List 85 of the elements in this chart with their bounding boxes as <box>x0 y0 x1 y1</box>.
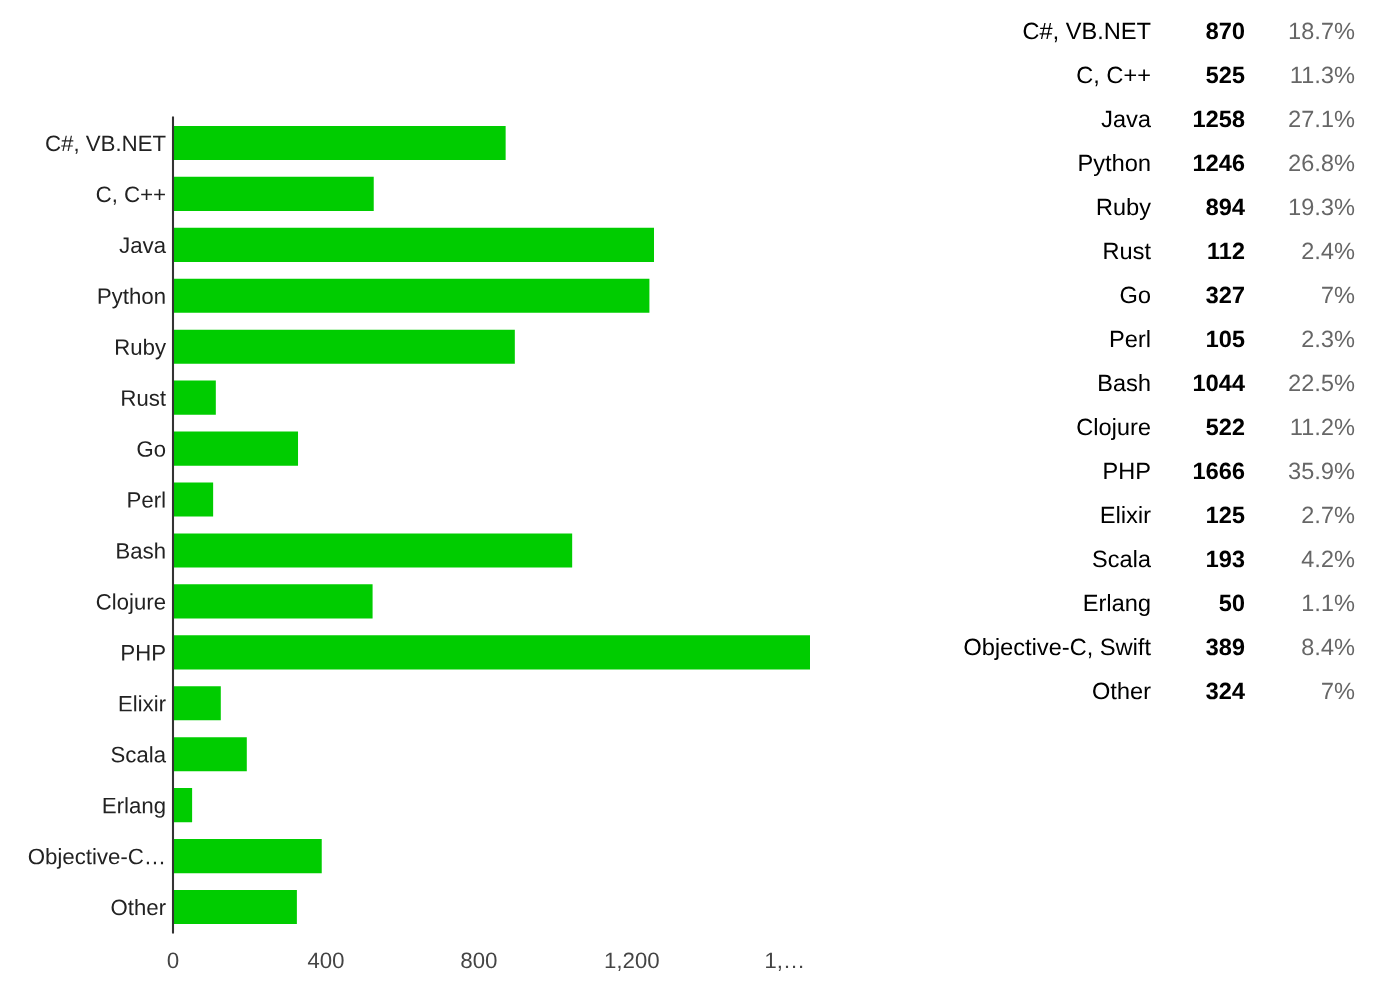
y-tick-label: Ruby <box>116 338 167 360</box>
bar <box>173 584 373 619</box>
bar <box>173 482 214 517</box>
category-label: PHP <box>1104 462 1150 480</box>
data-label: 1258 <box>1193 110 1245 128</box>
category-label: Ruby <box>1097 198 1151 220</box>
text: 7% <box>1322 286 1355 304</box>
text: 27.1% <box>1289 110 1355 128</box>
bar <box>173 889 297 925</box>
text: 7% <box>1322 682 1355 700</box>
data-label: 105 <box>1207 330 1245 348</box>
category-label: Objective-C, Swift <box>964 637 1151 660</box>
bar <box>173 329 515 364</box>
y-tick-label: C#, VB.NET <box>46 135 166 154</box>
text: 2.3% <box>1302 330 1355 348</box>
text: 22.5% <box>1289 374 1355 392</box>
text: 18.7% <box>1289 22 1355 40</box>
category-label: C#, VB.NET <box>1023 22 1151 43</box>
y-tick-label: Elixir <box>119 695 166 712</box>
category-label: Erlang <box>1084 593 1150 617</box>
y-tick-label: Java <box>119 237 167 254</box>
bar <box>173 533 573 568</box>
text: 2.7% <box>1302 506 1355 524</box>
text: 35.9% <box>1288 462 1355 480</box>
data-label: 894 <box>1206 198 1245 216</box>
bar <box>173 380 216 415</box>
category-label: Bash <box>1099 373 1150 392</box>
y-tick-label: Bash <box>117 542 165 559</box>
data-label: 1246 <box>1193 154 1245 172</box>
data-label: 1666 <box>1193 462 1245 480</box>
y-tick-label: Scala <box>111 746 167 763</box>
text: 19.3% <box>1289 198 1355 216</box>
category-label: Other <box>1093 681 1151 700</box>
x-tick-label: 1,200 <box>605 952 659 971</box>
y-tick-label: Erlang <box>103 797 165 818</box>
y-tick-label: Go <box>137 441 166 457</box>
y-tick-label: Perl <box>128 491 165 508</box>
category-label: Scala <box>1093 549 1151 568</box>
text: 26.8% <box>1289 154 1355 172</box>
data-label: 389 <box>1206 638 1245 656</box>
y-tick-label: Objective-C… <box>28 848 164 869</box>
x-tick-label: 400 <box>307 952 344 969</box>
data-label: 522 <box>1206 418 1245 436</box>
data-label: 525 <box>1206 66 1245 84</box>
bar <box>173 635 810 670</box>
data-label: 324 <box>1206 682 1245 700</box>
y-tick-label: C, C++ <box>96 186 165 205</box>
data-label: 50 <box>1219 594 1245 612</box>
bar <box>173 686 221 721</box>
bar <box>173 839 322 874</box>
data-label: 1044 <box>1193 374 1245 392</box>
category-label: Rust <box>1104 242 1151 260</box>
y-tick-label: Rust <box>122 390 166 406</box>
text: 11.3% <box>1291 66 1355 84</box>
data-label: 125 <box>1207 506 1245 524</box>
category-label: Python <box>1079 154 1150 176</box>
text: 8.4% <box>1302 638 1355 656</box>
text: 11.2% <box>1291 418 1355 436</box>
category-label: Elixir <box>1101 505 1151 524</box>
bar <box>173 431 299 466</box>
category-label: Java <box>1101 110 1151 128</box>
x-tick-label: 1,… <box>766 952 803 971</box>
bar <box>173 788 193 823</box>
bar <box>173 737 247 772</box>
x-tick-label: 0 <box>167 952 179 969</box>
text: 1.1% <box>1302 594 1355 612</box>
bar <box>173 227 654 262</box>
bar <box>173 176 374 211</box>
text: 2.4% <box>1302 242 1355 260</box>
data-label: 327 <box>1206 286 1244 304</box>
category-label: Clojure <box>1077 417 1150 440</box>
category-label: Go <box>1120 286 1151 304</box>
y-tick-label: Clojure <box>96 593 166 615</box>
category-label: C, C++ <box>1077 66 1150 87</box>
bar <box>173 125 506 161</box>
y-tick-label: PHP <box>122 645 165 661</box>
y-tick-label: Other <box>111 898 166 916</box>
text: 4.2% <box>1301 550 1355 568</box>
data-label: 112 <box>1208 242 1245 260</box>
x-tick-label: 800 <box>461 952 497 969</box>
category-label: Perl <box>1110 329 1150 348</box>
bar <box>173 278 650 313</box>
data-label: 193 <box>1207 550 1245 568</box>
y-tick-label: Python <box>98 287 165 309</box>
data-label: 870 <box>1206 22 1245 40</box>
